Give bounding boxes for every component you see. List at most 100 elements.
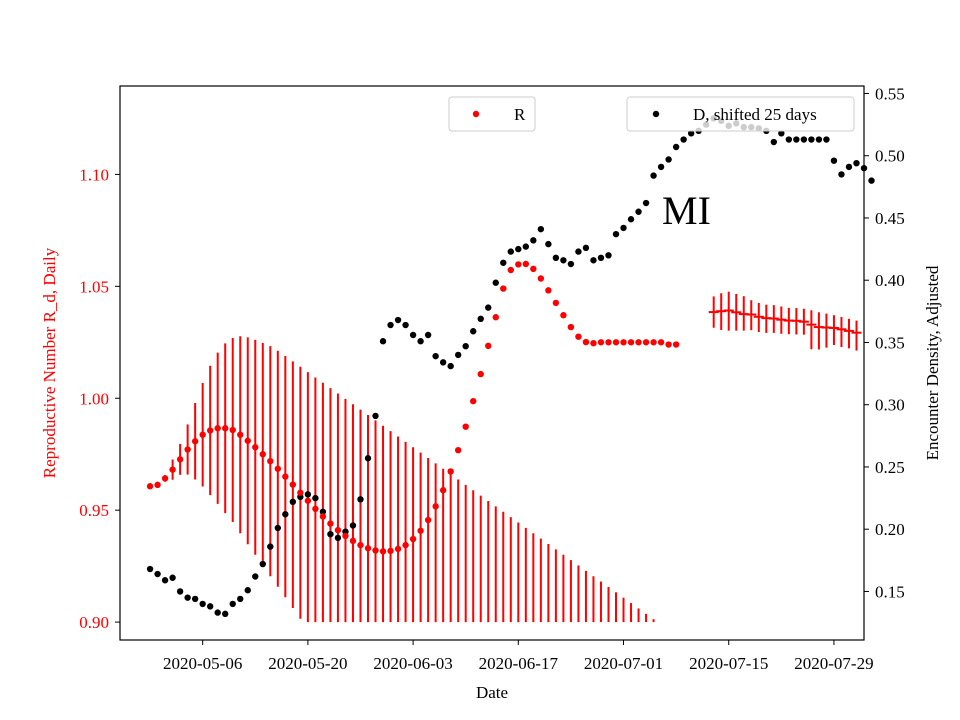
r-point [289, 481, 297, 488]
r-point [349, 537, 357, 545]
x-tick-label: 2020-07-29 [794, 654, 873, 673]
d-point [222, 610, 229, 618]
left-y-axis-label: Reproductive Number R_d, Daily [40, 247, 59, 478]
d-point [680, 136, 687, 143]
r-point [334, 526, 342, 534]
d-point [447, 362, 454, 370]
left-y-tick-label: 1.00 [79, 389, 109, 408]
d-point [793, 136, 800, 143]
d-point [379, 338, 387, 345]
r-point [650, 339, 657, 346]
d-point [319, 508, 327, 515]
right-y-tick-label: 0.45 [875, 209, 905, 228]
r-point [432, 503, 439, 510]
left-y-tick-label: 0.95 [79, 501, 109, 520]
r-point [222, 425, 229, 432]
d-point [560, 257, 567, 264]
d-point [470, 328, 477, 335]
r-point [319, 513, 327, 520]
r-point [522, 260, 530, 268]
r-point [176, 456, 184, 463]
r-point [627, 339, 635, 346]
right-y-tick-label: 0.30 [875, 396, 905, 415]
r-point [409, 535, 417, 543]
r-point [635, 339, 642, 346]
d-point [312, 494, 319, 502]
plot-frame [119, 85, 865, 641]
x-axis-ticks: 2020-05-06 2020-05-20 2020-06-03 2020-06-17… [163, 640, 874, 673]
d-point [206, 603, 214, 610]
d-point [552, 254, 560, 262]
d-point [530, 237, 537, 244]
legend-r-marker [472, 110, 480, 118]
r-point [582, 338, 590, 346]
d-point [169, 574, 176, 581]
r-point [229, 426, 236, 434]
d-point [214, 609, 221, 616]
d-point [146, 565, 154, 573]
r-point [657, 339, 665, 346]
r-point [560, 312, 567, 319]
r-point [304, 497, 312, 504]
x-tick-label: 2020-07-01 [584, 654, 663, 673]
r-point [237, 431, 244, 438]
d-point [515, 245, 522, 253]
d-point [537, 225, 545, 233]
d-point [522, 243, 530, 250]
d-point [357, 496, 364, 503]
r-point [244, 437, 251, 444]
r-point [424, 516, 432, 524]
x-tick-label: 2020-06-03 [373, 654, 452, 673]
d-point [575, 248, 582, 255]
d-point [267, 543, 274, 550]
d-point [349, 522, 357, 529]
d-point [372, 412, 379, 420]
r-point [605, 339, 612, 346]
r-point [665, 341, 672, 348]
d-point [176, 588, 184, 595]
d-point [567, 260, 575, 268]
r-point [146, 483, 154, 490]
d-point [237, 595, 244, 603]
r-point [387, 547, 394, 555]
r-point [252, 444, 259, 451]
r-point [567, 323, 575, 331]
r-point [267, 457, 274, 465]
d-point [364, 455, 372, 462]
d-point [597, 254, 605, 262]
d-point [154, 570, 161, 578]
right-y-tick-label: 0.20 [875, 520, 905, 539]
r-series-points [146, 260, 862, 555]
d-point [650, 172, 657, 179]
right-y-tick-label: 0.55 [875, 84, 905, 103]
d-point [387, 321, 394, 329]
d-point [808, 136, 815, 143]
d-point [815, 136, 823, 143]
r-point [417, 527, 424, 534]
r-point [372, 547, 379, 554]
d-point [582, 244, 590, 252]
d-point [770, 138, 778, 146]
d-point [620, 224, 627, 232]
d-point [800, 136, 808, 143]
d-point [590, 257, 597, 264]
d-point [507, 248, 514, 255]
r-point [642, 339, 650, 346]
r-point [597, 339, 605, 346]
r-point [327, 520, 334, 527]
legend-d-frame [626, 96, 855, 132]
r-point [297, 489, 304, 496]
r-point [191, 438, 199, 445]
right-y-tick-label: 0.35 [875, 333, 905, 352]
r-point [364, 545, 372, 552]
d-point [259, 560, 266, 568]
d-point [635, 208, 642, 215]
d-point [627, 216, 635, 223]
r-point [402, 541, 409, 549]
legend-d-label: D, shifted 25 days [693, 105, 817, 124]
right-y-axis-label: Encounter Density, Adjusted [923, 265, 942, 460]
r-point [439, 487, 447, 494]
d-point [477, 315, 484, 323]
right-y-tick-label: 0.25 [875, 458, 905, 477]
d-point [199, 600, 206, 608]
